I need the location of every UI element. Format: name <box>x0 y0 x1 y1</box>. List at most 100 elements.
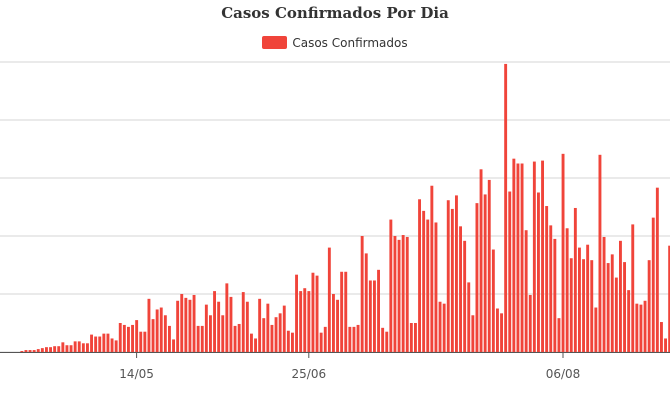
bar[interactable] <box>65 345 69 352</box>
bar[interactable] <box>278 313 282 352</box>
bar[interactable] <box>229 296 233 352</box>
bar[interactable] <box>86 343 89 352</box>
bar[interactable] <box>131 324 134 352</box>
bar[interactable] <box>172 339 175 352</box>
bar[interactable] <box>45 347 48 352</box>
bar[interactable] <box>475 203 479 352</box>
bar[interactable] <box>40 348 44 352</box>
bar[interactable] <box>450 208 454 352</box>
bar[interactable] <box>459 226 462 352</box>
bar[interactable] <box>664 338 667 352</box>
bar[interactable] <box>643 300 647 352</box>
bar[interactable] <box>114 340 118 352</box>
bar[interactable] <box>639 304 643 352</box>
bar[interactable] <box>614 277 618 352</box>
bar[interactable] <box>389 219 393 352</box>
bar[interactable] <box>270 324 274 352</box>
bar[interactable] <box>487 179 491 352</box>
bar[interactable] <box>409 323 413 352</box>
bar[interactable] <box>213 291 216 352</box>
bar[interactable] <box>282 305 286 352</box>
bar[interactable] <box>438 301 442 352</box>
bar[interactable] <box>188 299 192 352</box>
bar[interactable] <box>405 236 409 352</box>
bar[interactable] <box>393 236 397 352</box>
bar[interactable] <box>368 280 372 352</box>
bar[interactable] <box>295 274 298 352</box>
bar[interactable] <box>135 320 139 352</box>
bar[interactable] <box>496 308 499 353</box>
bar[interactable] <box>151 319 155 352</box>
bar[interactable] <box>463 240 467 352</box>
bar[interactable] <box>381 327 385 352</box>
bar[interactable] <box>356 324 360 352</box>
bar[interactable] <box>471 315 475 352</box>
bar[interactable] <box>53 346 57 352</box>
bar[interactable] <box>209 315 212 352</box>
bar[interactable] <box>602 236 606 352</box>
bar[interactable] <box>631 224 635 352</box>
bar[interactable] <box>192 294 196 352</box>
bar[interactable] <box>377 269 380 352</box>
bar[interactable] <box>524 230 528 352</box>
bar[interactable] <box>127 326 130 352</box>
bar[interactable] <box>455 195 458 352</box>
bar[interactable] <box>168 325 171 352</box>
bar[interactable] <box>20 351 24 352</box>
bar[interactable] <box>647 260 651 352</box>
bar[interactable] <box>557 318 561 352</box>
bar[interactable] <box>668 245 670 352</box>
bar[interactable] <box>102 333 106 352</box>
bar[interactable] <box>500 313 503 352</box>
bar[interactable] <box>180 294 184 352</box>
bar[interactable] <box>397 239 401 352</box>
bar[interactable] <box>139 331 143 352</box>
bar[interactable] <box>245 301 249 352</box>
bar[interactable] <box>565 228 569 352</box>
bar[interactable] <box>651 217 655 352</box>
bar[interactable] <box>73 341 77 352</box>
bar[interactable] <box>348 326 352 352</box>
bar[interactable] <box>623 262 626 352</box>
bar[interactable] <box>594 307 598 352</box>
bar[interactable] <box>147 298 151 352</box>
bar[interactable] <box>98 336 102 352</box>
bar[interactable] <box>303 288 307 352</box>
bar[interactable] <box>307 291 311 352</box>
bar[interactable] <box>319 332 323 352</box>
bar[interactable] <box>549 225 553 352</box>
bar[interactable] <box>360 236 364 352</box>
bar[interactable] <box>323 326 327 352</box>
bar[interactable] <box>311 272 315 352</box>
bar[interactable] <box>467 282 471 352</box>
bar[interactable] <box>49 347 52 352</box>
bar[interactable] <box>528 294 532 352</box>
bar[interactable] <box>401 235 405 352</box>
bar[interactable] <box>69 345 73 352</box>
bar[interactable] <box>619 240 622 352</box>
chart-legend[interactable]: Casos Confirmados <box>0 36 670 50</box>
bar[interactable] <box>606 263 610 352</box>
bar[interactable] <box>364 253 368 352</box>
bar[interactable] <box>532 161 536 352</box>
bar[interactable] <box>430 185 434 352</box>
bar[interactable] <box>446 200 450 352</box>
bar[interactable] <box>184 297 188 352</box>
bar[interactable] <box>422 210 426 352</box>
bar[interactable] <box>204 304 208 352</box>
bar[interactable] <box>200 325 204 352</box>
bar[interactable] <box>61 342 65 352</box>
bar[interactable] <box>32 350 36 352</box>
bar[interactable] <box>118 323 122 352</box>
bar[interactable] <box>573 207 577 352</box>
bar[interactable] <box>274 317 278 352</box>
bar[interactable] <box>315 275 319 352</box>
bar[interactable] <box>258 298 262 352</box>
bar[interactable] <box>122 324 126 352</box>
bar[interactable] <box>512 158 516 352</box>
bar[interactable] <box>36 349 40 352</box>
bar[interactable] <box>28 350 32 352</box>
bar[interactable] <box>434 222 438 352</box>
bar[interactable] <box>155 309 159 352</box>
bar[interactable] <box>516 163 520 353</box>
